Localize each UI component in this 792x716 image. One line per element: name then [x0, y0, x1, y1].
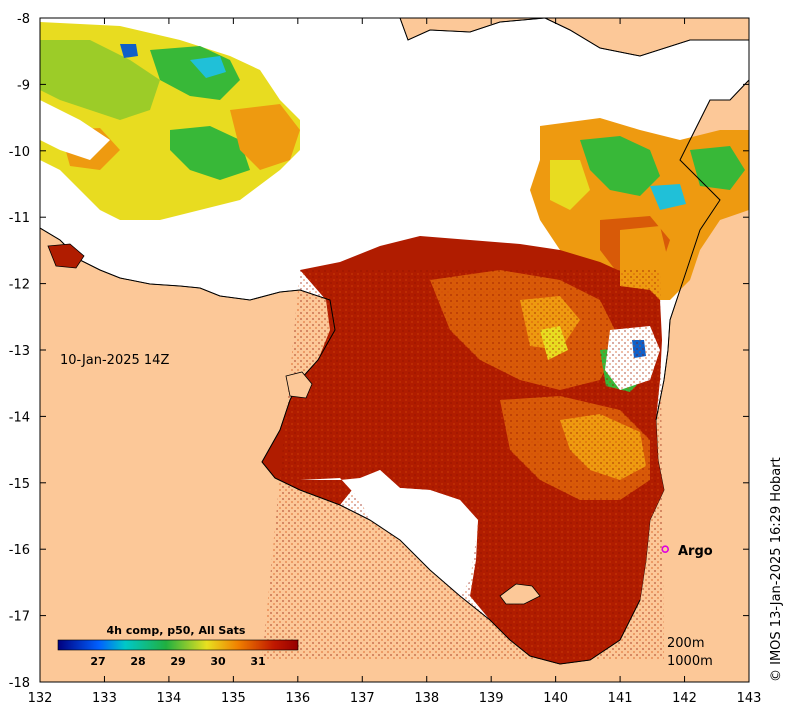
argo-float-marker[interactable]	[661, 545, 670, 554]
y-tick-label: -17	[9, 610, 30, 625]
colorbar-gradient	[57, 639, 299, 651]
argo-label: Argo	[678, 544, 713, 559]
x-tick-label: 134	[156, 691, 181, 706]
island-tiwi	[47, 243, 85, 269]
plot-area	[40, 18, 749, 682]
x-tick-label: 132	[28, 691, 53, 706]
x-tick-label: 138	[414, 691, 439, 706]
coastline-northern-territory	[40, 227, 641, 665]
y-axis: -8 -9 -10 -11 -12 -13 -14 -15 -16 -17 -18	[9, 12, 749, 691]
coastline-cape-york	[655, 79, 749, 421]
timestamp-label: 10-Jan-2025 14Z	[60, 353, 169, 368]
y-tick-label: -10	[9, 145, 30, 160]
y-tick-label: -11	[9, 211, 30, 226]
colorbar-tick-label: 28	[130, 655, 145, 668]
y-tick-label: -9	[17, 78, 30, 93]
imos-credit: © IMOS 13-Jan-2025 16:29 Hobart	[769, 457, 784, 682]
contour-200m-label: 200m	[667, 636, 704, 651]
y-tick-label: -15	[9, 477, 30, 492]
y-tick-label: -18	[9, 676, 30, 691]
x-tick-label: 139	[479, 691, 504, 706]
x-tick-label: 136	[285, 691, 310, 706]
colorbar-tick-label: 31	[250, 655, 265, 668]
sst-north-patch	[40, 20, 350, 220]
y-tick-label: -12	[9, 278, 30, 293]
x-tick-label: 142	[672, 691, 697, 706]
colorbar-title: 4h comp, p50, All Sats	[107, 624, 246, 637]
x-tick-label: 137	[350, 691, 375, 706]
x-axis: 132 133 134 135 136 137 138 139 140 141 142 143	[28, 18, 762, 706]
y-tick-label: -8	[17, 12, 30, 27]
x-tick-label: 135	[221, 691, 246, 706]
x-tick-label: 143	[737, 691, 762, 706]
y-tick-label: -13	[9, 344, 30, 359]
sst-gulf-carpentaria	[262, 226, 668, 664]
colorbar-tick-label: 29	[170, 655, 185, 668]
colorbar-tick-label: 27	[90, 655, 105, 668]
colorbar-tick-label: 30	[210, 655, 226, 668]
x-tick-label: 140	[543, 691, 568, 706]
y-tick-label: -16	[9, 543, 30, 558]
y-tick-label: -14	[9, 410, 30, 425]
contour-1000m-label: 1000m	[667, 654, 713, 669]
coastline-new-guinea	[399, 18, 749, 57]
x-tick-label: 141	[608, 691, 633, 706]
island-mornington	[499, 583, 541, 605]
x-tick-label: 133	[92, 691, 117, 706]
island-groote-eylandt	[285, 371, 313, 399]
colorbar: 4h comp, p50, All Sats 27 28 29 30 31	[57, 624, 299, 668]
